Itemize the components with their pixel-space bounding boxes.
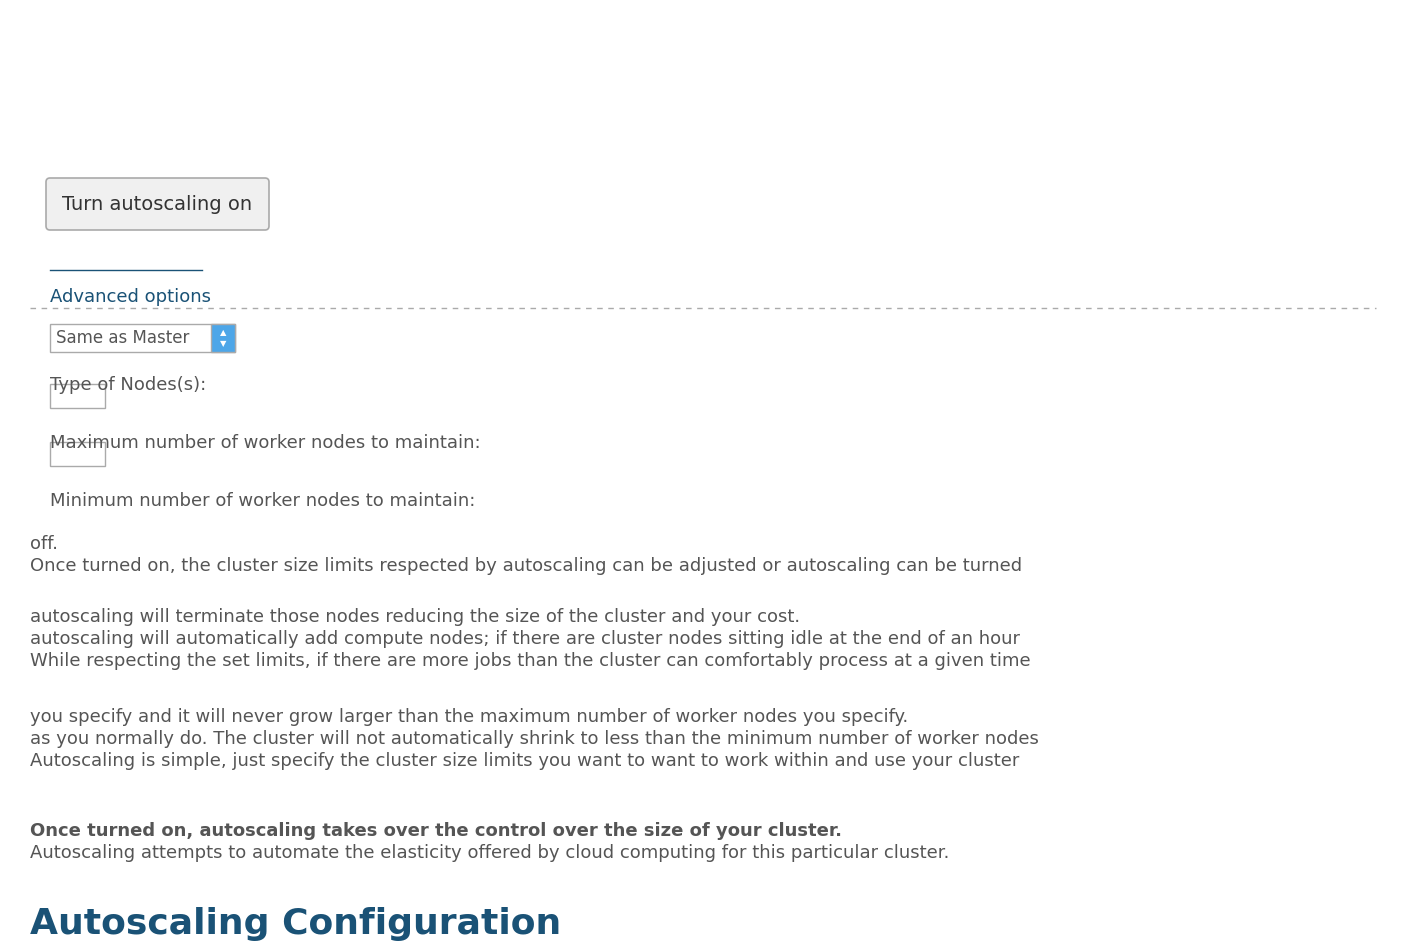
Text: Once turned on, the cluster size limits respected by autoscaling can be adjusted: Once turned on, the cluster size limits … bbox=[30, 557, 1022, 575]
Text: off.: off. bbox=[30, 535, 58, 553]
Text: Once turned on, autoscaling takes over the control over the size of your cluster: Once turned on, autoscaling takes over t… bbox=[30, 822, 842, 840]
Text: Autoscaling is simple, just specify the cluster size limits you want to want to : Autoscaling is simple, just specify the … bbox=[30, 752, 1019, 770]
Text: While respecting the set limits, if there are more jobs than the cluster can com: While respecting the set limits, if ther… bbox=[30, 652, 1031, 670]
Text: Type of Nodes(s):: Type of Nodes(s): bbox=[51, 376, 207, 394]
Text: autoscaling will terminate those nodes reducing the size of the cluster and your: autoscaling will terminate those nodes r… bbox=[30, 608, 800, 626]
Text: you specify and it will never grow larger than the maximum number of worker node: you specify and it will never grow large… bbox=[30, 708, 908, 726]
Text: Same as Master: Same as Master bbox=[56, 329, 190, 347]
Text: Advanced options: Advanced options bbox=[51, 288, 211, 306]
FancyBboxPatch shape bbox=[46, 178, 269, 230]
Text: as you normally do. The cluster will not automatically shrink to less than the m: as you normally do. The cluster will not… bbox=[30, 730, 1039, 748]
Bar bbox=[51, 384, 105, 408]
Text: Turn autoscaling on: Turn autoscaling on bbox=[62, 194, 253, 213]
Bar bbox=[211, 324, 235, 352]
Bar bbox=[51, 324, 235, 352]
Text: autoscaling will automatically add compute nodes; if there are cluster nodes sit: autoscaling will automatically add compu… bbox=[30, 630, 1019, 648]
Text: Autoscaling Configuration: Autoscaling Configuration bbox=[30, 907, 561, 941]
Text: Autoscaling attempts to automate the elasticity offered by cloud computing for t: Autoscaling attempts to automate the ela… bbox=[30, 844, 955, 862]
Bar bbox=[51, 442, 105, 466]
Text: Maximum number of worker nodes to maintain:: Maximum number of worker nodes to mainta… bbox=[51, 434, 481, 452]
Text: ▲
▼: ▲ ▼ bbox=[219, 328, 226, 347]
Text: Minimum number of worker nodes to maintain:: Minimum number of worker nodes to mainta… bbox=[51, 492, 475, 510]
